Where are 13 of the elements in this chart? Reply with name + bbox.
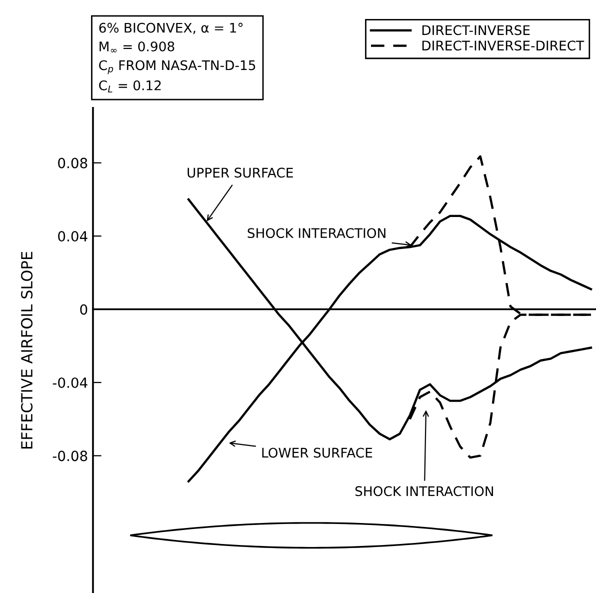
y-tick-label: 0.08 xyxy=(58,158,88,168)
text: 6% BICONVEX, α = 1° M$_{∞}$ = 0.908 C$_{p}$ FROM NASA-TN-D-15 C$_{L}$ = 0.12 xyxy=(99,22,256,92)
legend-label: DIRECT-INVERSE-DIRECT xyxy=(422,40,584,51)
annotation: SHOCK INTERACTION xyxy=(248,228,386,238)
y-tick-label: -0.04 xyxy=(52,377,88,388)
y-axis-title: EFFECTIVE AIRFOIL SLOPE xyxy=(20,252,33,449)
annotation: SHOCK INTERACTION xyxy=(355,486,494,496)
y-tick-label: 0 xyxy=(80,304,88,315)
annotation: LOWER SURFACE xyxy=(262,448,372,458)
y-tick-label: 0.04 xyxy=(58,231,88,242)
legend-label: DIRECT-INVERSE xyxy=(422,25,530,36)
y-tick-label: -0.08 xyxy=(52,450,88,462)
annotation: UPPER SURFACE xyxy=(188,168,293,178)
